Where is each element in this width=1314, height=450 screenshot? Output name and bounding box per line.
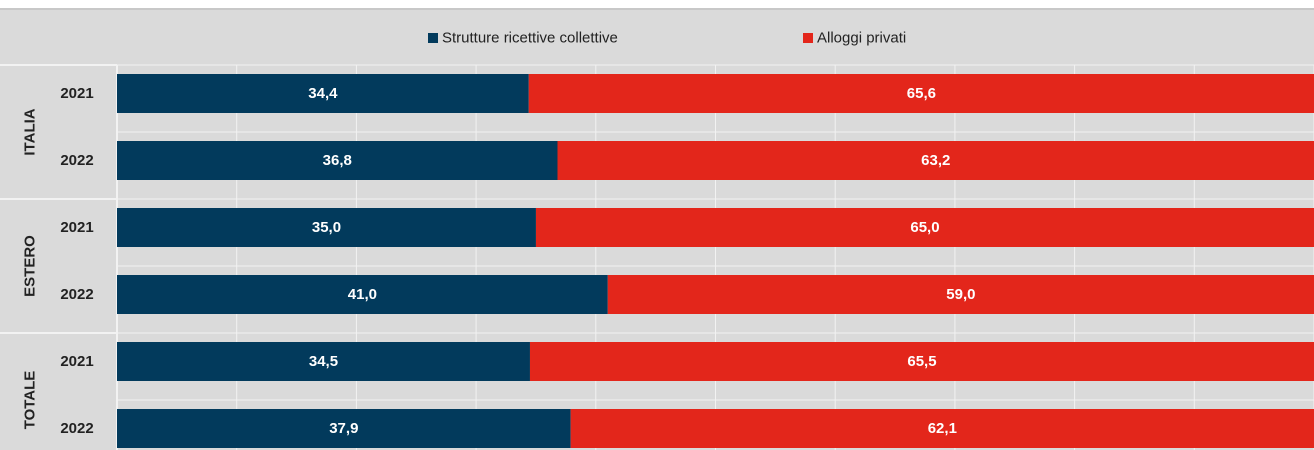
bar-collective xyxy=(117,409,571,448)
data-label: 41,0 xyxy=(348,286,377,303)
category-label: 2022 xyxy=(60,152,93,169)
data-label: 65,6 xyxy=(907,85,936,102)
data-label: 35,0 xyxy=(312,219,341,236)
bar-private xyxy=(528,74,1314,113)
data-label: 34,5 xyxy=(309,353,338,370)
data-label: 65,0 xyxy=(910,219,939,236)
bar-collective xyxy=(117,275,608,314)
legend-swatch xyxy=(803,33,813,43)
data-label: 37,9 xyxy=(329,420,358,437)
data-label: 63,2 xyxy=(921,152,950,169)
top-separator xyxy=(0,8,1314,10)
bar-private xyxy=(570,409,1314,448)
top-band xyxy=(0,0,1314,8)
bar-collective xyxy=(117,342,530,381)
legend-label: Strutture ricettive collettive xyxy=(442,30,618,47)
data-label: 34,4 xyxy=(308,85,338,102)
data-label: 65,5 xyxy=(907,353,936,370)
bar-private xyxy=(557,141,1314,180)
bar-private xyxy=(529,342,1314,381)
group-label: ITALIA xyxy=(22,108,39,155)
category-label: 2022 xyxy=(60,286,93,303)
data-label: 59,0 xyxy=(946,286,975,303)
group-label: ESTERO xyxy=(22,235,39,297)
bar-collective xyxy=(117,208,536,247)
data-label: 62,1 xyxy=(928,420,957,437)
data-label: 36,8 xyxy=(323,152,352,169)
group-label: TOTALE xyxy=(22,371,39,430)
category-label: 2021 xyxy=(60,85,93,102)
bar-collective xyxy=(117,74,529,113)
bar-private xyxy=(535,208,1314,247)
category-label: 2021 xyxy=(60,353,93,370)
legend-swatch xyxy=(428,33,438,43)
bar-collective xyxy=(117,141,558,180)
category-label: 2022 xyxy=(60,420,93,437)
bar-private xyxy=(607,275,1314,314)
legend-label: Alloggi privati xyxy=(817,30,906,47)
category-label: 2021 xyxy=(60,219,93,236)
